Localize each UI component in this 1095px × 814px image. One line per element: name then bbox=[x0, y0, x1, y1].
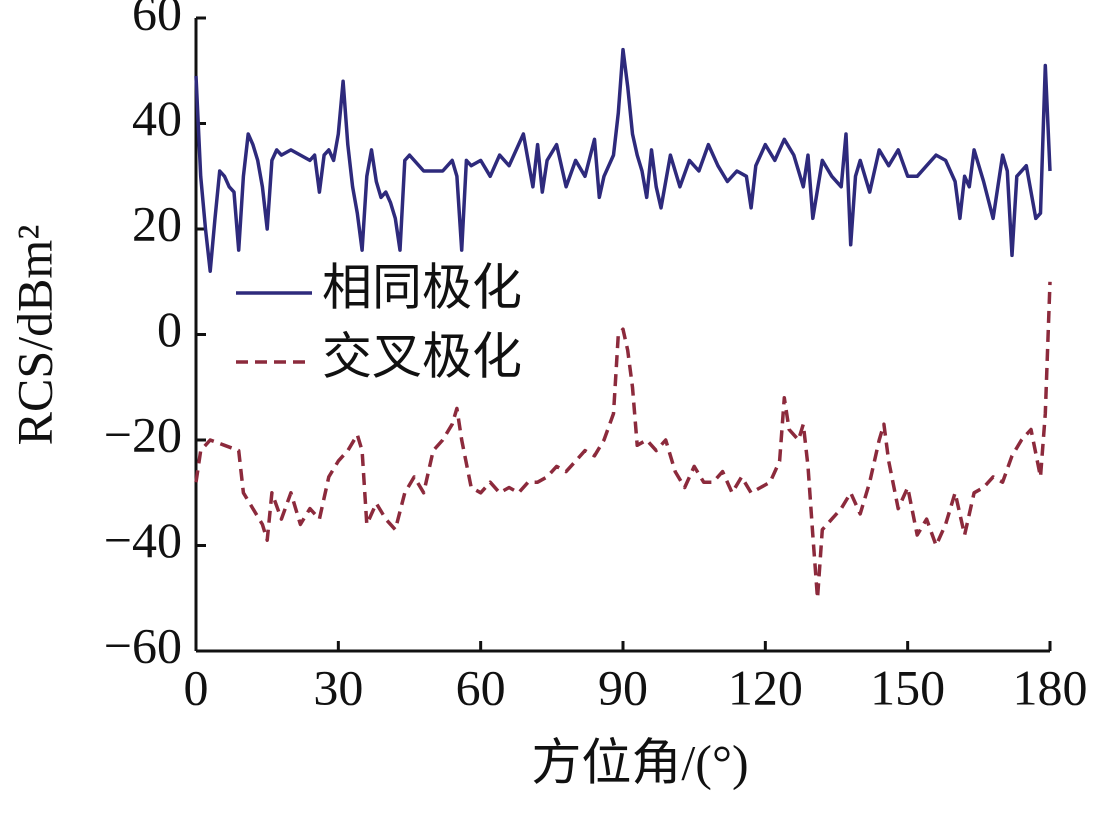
x-tick-label: 180 bbox=[1013, 659, 1088, 715]
x-tick-label: 30 bbox=[313, 659, 363, 715]
y-tick-label: −60 bbox=[104, 617, 182, 673]
y-tick-label: 60 bbox=[132, 0, 182, 40]
series-line bbox=[194, 281, 1052, 601]
series-line bbox=[194, 47, 1052, 273]
x-axis-label: 方位角/(°) bbox=[531, 734, 748, 790]
y-tick-label: −20 bbox=[104, 406, 182, 462]
legend-label: 交叉极化 bbox=[322, 328, 522, 384]
x-tick-label: 90 bbox=[598, 659, 648, 715]
y-tick-label: −40 bbox=[104, 512, 182, 568]
legend-label: 相同极化 bbox=[322, 259, 522, 315]
x-tick-label: 0 bbox=[184, 659, 209, 715]
y-tick-label: 20 bbox=[132, 195, 182, 251]
y-axis-label: RCS/dBm² bbox=[6, 225, 62, 446]
x-tick-label: 150 bbox=[870, 659, 945, 715]
y-tick-label: 0 bbox=[157, 301, 182, 357]
x-tick-label: 60 bbox=[456, 659, 506, 715]
y-tick-label: 40 bbox=[132, 90, 182, 146]
x-tick-label: 120 bbox=[728, 659, 803, 715]
